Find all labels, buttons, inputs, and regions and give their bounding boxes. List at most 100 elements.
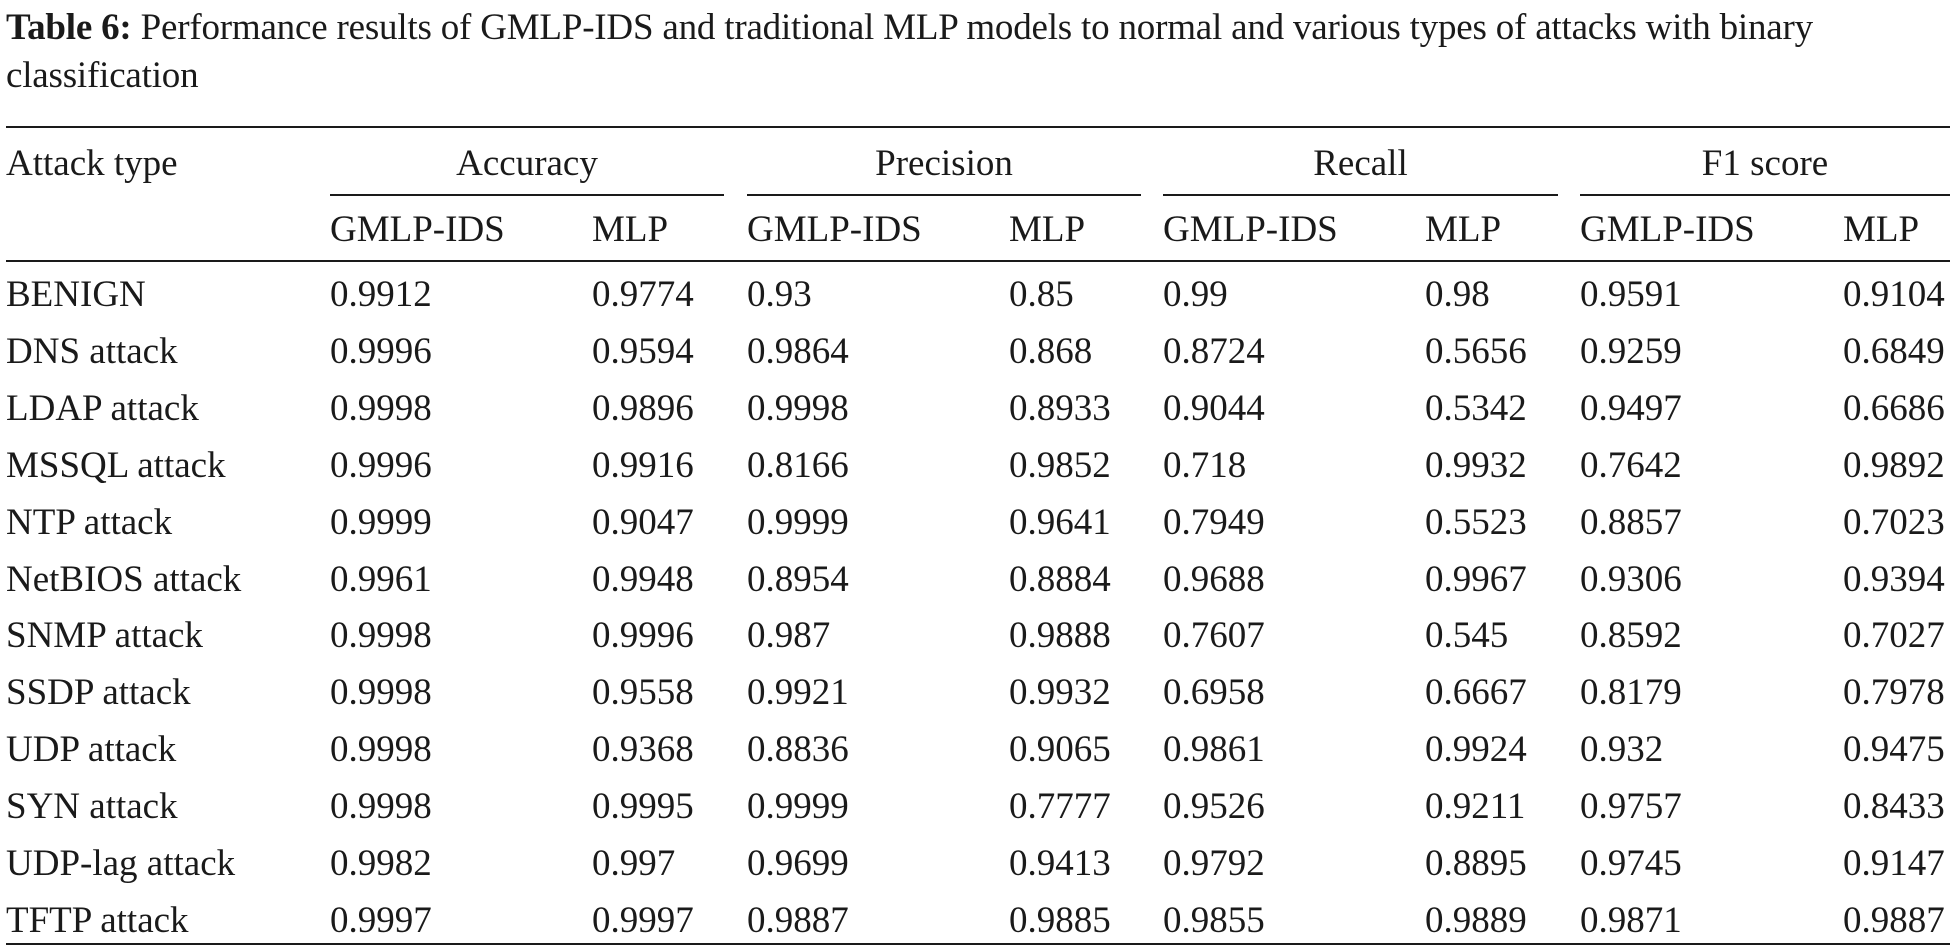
table-cell: 0.9888 [1009, 615, 1111, 656]
table-cell: 0.7777 [1009, 786, 1111, 827]
table-cell: 0.9475 [1843, 729, 1945, 770]
header-group-precision: Precision [875, 143, 1013, 184]
header-group-recall: Recall [1313, 143, 1408, 184]
header-group-rule [747, 194, 1141, 196]
table-cell: 0.9996 [330, 331, 432, 372]
table-cell: 0.9871 [1580, 900, 1682, 941]
table-row-label: SSDP attack [6, 672, 191, 713]
table-cell: 0.9912 [330, 274, 432, 315]
table-cell: 0.7642 [1580, 445, 1682, 486]
table-cell: 0.7023 [1843, 502, 1945, 543]
table-cell: 0.9961 [330, 559, 432, 600]
table-cell: 0.8166 [747, 445, 849, 486]
table-cell: 0.9065 [1009, 729, 1111, 770]
table-row-label: MSSQL attack [6, 445, 226, 486]
table-cell: 0.9998 [330, 729, 432, 770]
header-group-rule [1163, 194, 1558, 196]
header-group-rule [330, 194, 724, 196]
table-cell: 0.8179 [1580, 672, 1682, 713]
table-cell: 0.997 [592, 843, 676, 884]
table-cell: 0.6686 [1843, 388, 1945, 429]
table-row-label: SYN attack [6, 786, 178, 827]
table-cell: 0.9998 [330, 615, 432, 656]
table-cell: 0.5523 [1425, 502, 1527, 543]
table-caption: Table 6: Performance results of GMLP-IDS… [6, 4, 1950, 100]
table-cell: 0.7949 [1163, 502, 1265, 543]
table-cell: 0.9887 [747, 900, 849, 941]
table-cell: 0.7978 [1843, 672, 1945, 713]
header-subcol-gmlp-ids: GMLP-IDS [1580, 209, 1755, 250]
table-cell: 0.9641 [1009, 502, 1111, 543]
table-row-label: LDAP attack [6, 388, 199, 429]
table-cell: 0.9885 [1009, 900, 1111, 941]
table-cell: 0.9526 [1163, 786, 1265, 827]
table-cell: 0.8884 [1009, 559, 1111, 600]
table-cell: 0.9047 [592, 502, 694, 543]
header-subcol-gmlp-ids: GMLP-IDS [747, 209, 922, 250]
table-cell: 0.9948 [592, 559, 694, 600]
table-cell: 0.9757 [1580, 786, 1682, 827]
header-attack-type: Attack type [6, 143, 178, 184]
table-row-label: UDP-lag attack [6, 843, 236, 884]
table-row-label: NTP attack [6, 502, 173, 543]
table-cell: 0.718 [1163, 445, 1247, 486]
table-row-label: BENIGN [6, 274, 146, 315]
table-cell: 0.9774 [592, 274, 694, 315]
table-cell: 0.9999 [747, 502, 849, 543]
table-cell: 0.5656 [1425, 331, 1527, 372]
table-cell: 0.9104 [1843, 274, 1945, 315]
table-cell: 0.9861 [1163, 729, 1265, 770]
table-cell: 0.6849 [1843, 331, 1945, 372]
table-cell: 0.9998 [330, 786, 432, 827]
table-cell: 0.9998 [330, 672, 432, 713]
table-cell: 0.98 [1425, 274, 1490, 315]
table-cell: 0.9368 [592, 729, 694, 770]
table-cell: 0.8724 [1163, 331, 1265, 372]
table-cell: 0.9745 [1580, 843, 1682, 884]
table-cell: 0.868 [1009, 331, 1093, 372]
table-cell: 0.9999 [747, 786, 849, 827]
table-header-rule [6, 260, 1950, 262]
table-cell: 0.9497 [1580, 388, 1682, 429]
table-caption-label: Table 6: [6, 7, 132, 48]
table-cell: 0.932 [1580, 729, 1664, 770]
table-cell: 0.99 [1163, 274, 1228, 315]
table-cell: 0.93 [747, 274, 812, 315]
table-caption-text: Performance results of GMLP-IDS and trad… [6, 7, 1813, 96]
table-cell: 0.9413 [1009, 843, 1111, 884]
table-row-label: NetBIOS attack [6, 559, 242, 600]
table-cell: 0.987 [747, 615, 831, 656]
table-cell: 0.9932 [1425, 445, 1527, 486]
table-cell: 0.7027 [1843, 615, 1945, 656]
header-subcol-gmlp-ids: GMLP-IDS [330, 209, 505, 250]
header-group-f1-score: F1 score [1701, 143, 1829, 184]
table-cell: 0.5342 [1425, 388, 1527, 429]
table-cell: 0.8836 [747, 729, 849, 770]
table-cell: 0.9967 [1425, 559, 1527, 600]
table-top-rule [6, 126, 1950, 128]
table-cell: 0.7607 [1163, 615, 1265, 656]
table-cell: 0.9259 [1580, 331, 1682, 372]
table-cell: 0.9924 [1425, 729, 1527, 770]
table-cell: 0.9699 [747, 843, 849, 884]
header-subcol-mlp: MLP [1843, 209, 1920, 250]
table-cell: 0.8933 [1009, 388, 1111, 429]
table-cell: 0.9044 [1163, 388, 1265, 429]
table-cell: 0.8954 [747, 559, 849, 600]
table-cell: 0.9996 [330, 445, 432, 486]
table-cell: 0.9997 [330, 900, 432, 941]
table-cell: 0.6667 [1425, 672, 1527, 713]
table-cell: 0.9792 [1163, 843, 1265, 884]
table-cell: 0.8592 [1580, 615, 1682, 656]
table-cell: 0.9916 [592, 445, 694, 486]
table-row-label: DNS attack [6, 331, 178, 372]
table-cell: 0.9591 [1580, 274, 1682, 315]
table-cell: 0.9996 [592, 615, 694, 656]
table-cell: 0.9892 [1843, 445, 1945, 486]
table-cell: 0.9999 [330, 502, 432, 543]
table-cell: 0.9997 [592, 900, 694, 941]
table-cell: 0.9889 [1425, 900, 1527, 941]
table-cell: 0.9394 [1843, 559, 1945, 600]
table-cell: 0.9887 [1843, 900, 1945, 941]
table-cell: 0.9998 [330, 388, 432, 429]
